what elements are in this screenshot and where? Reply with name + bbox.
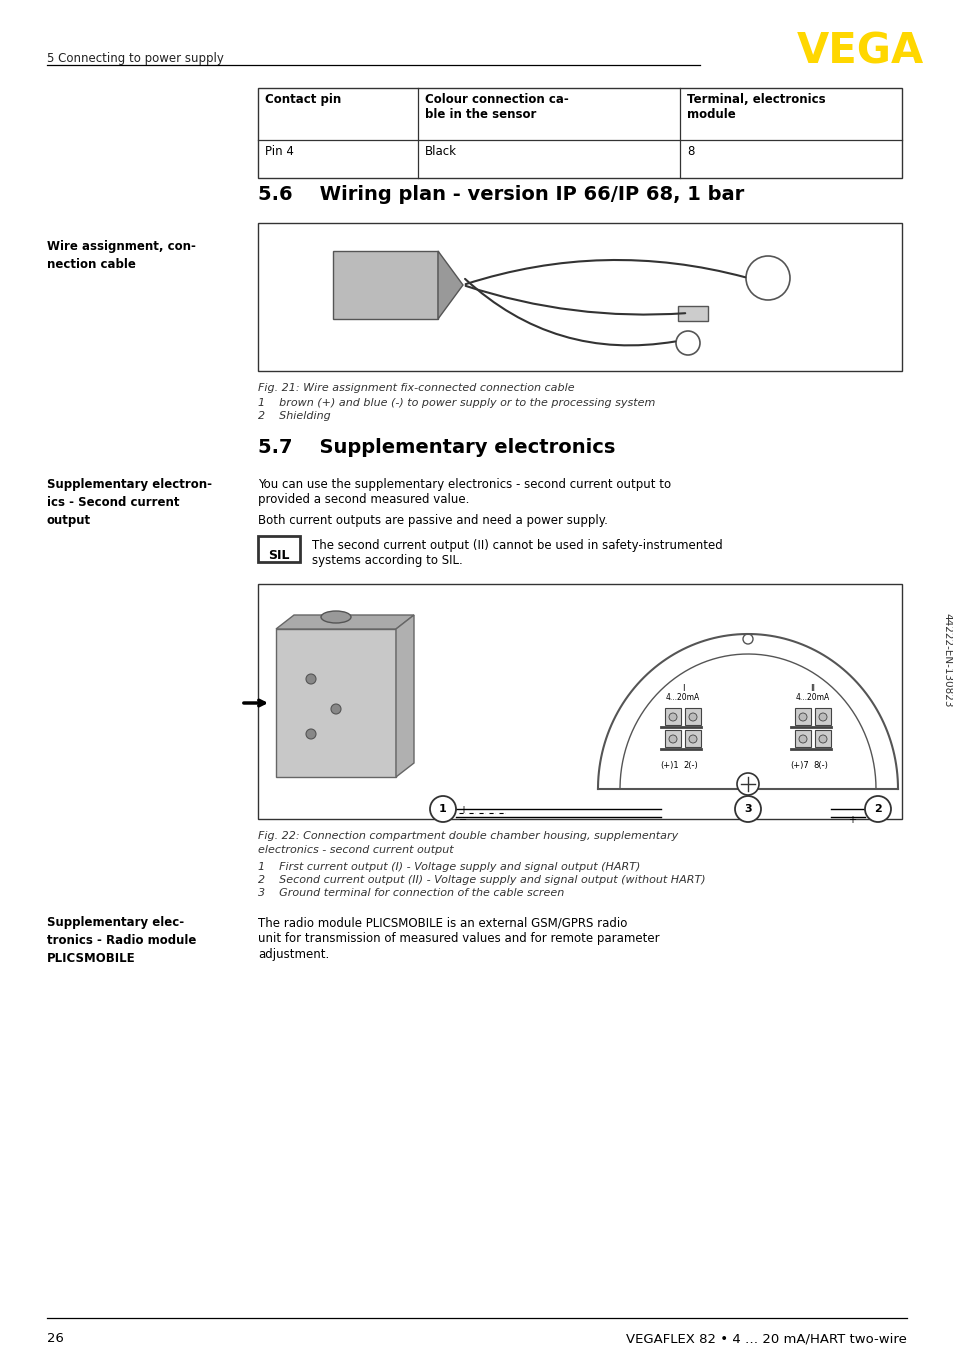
Text: II: II [810, 684, 815, 693]
Bar [275, 630, 395, 777]
Text: Colour connection ca-
ble in the sensor: Colour connection ca- ble in the sensor [424, 93, 568, 121]
Circle shape [737, 773, 759, 795]
Text: Wire assignment, con-
nection cable: Wire assignment, con- nection cable [47, 240, 195, 271]
Bar [814, 730, 830, 747]
Text: +: + [847, 815, 855, 825]
Text: systems according to SIL.: systems according to SIL. [312, 554, 462, 567]
Polygon shape [275, 615, 414, 630]
Circle shape [734, 796, 760, 822]
Circle shape [668, 714, 677, 720]
Text: unit for transmission of measured values and for remote parameter: unit for transmission of measured values… [257, 932, 659, 945]
Text: 1    brown (+) and blue (-) to power supply or to the processing system: 1 brown (+) and blue (-) to power supply… [257, 398, 655, 408]
Text: 2: 2 [873, 804, 881, 814]
Text: Black: Black [424, 145, 456, 158]
Bar [664, 708, 680, 724]
Text: +: + [458, 806, 467, 815]
Text: Contact pin: Contact pin [265, 93, 341, 106]
Text: 5.7    Supplementary electronics: 5.7 Supplementary electronics [257, 437, 615, 458]
Polygon shape [395, 615, 414, 777]
Ellipse shape [320, 611, 351, 623]
Text: 1: 1 [438, 804, 446, 814]
Bar [794, 708, 810, 724]
Text: adjustment.: adjustment. [257, 948, 329, 961]
Text: 3    Ground terminal for connection of the cable screen: 3 Ground terminal for connection of the … [257, 888, 563, 898]
Text: 5 Connecting to power supply: 5 Connecting to power supply [47, 51, 224, 65]
Text: 1    First current output (I) - Voltage supply and signal output (HART): 1 First current output (I) - Voltage sup… [257, 862, 639, 872]
Text: 5.6    Wiring plan - version IP 66/IP 68, 1 bar: 5.6 Wiring plan - version IP 66/IP 68, 1… [257, 185, 743, 204]
Circle shape [668, 735, 677, 743]
Circle shape [818, 714, 826, 720]
Text: Fig. 21: Wire assignment fix-connected connection cable: Fig. 21: Wire assignment fix-connected c… [257, 383, 574, 393]
Bar [814, 708, 830, 724]
Circle shape [676, 330, 700, 355]
Circle shape [306, 728, 315, 739]
Circle shape [799, 714, 806, 720]
Circle shape [742, 634, 752, 645]
Bar [333, 250, 437, 320]
Bar [684, 730, 700, 747]
Circle shape [688, 714, 697, 720]
Circle shape [864, 796, 890, 822]
Text: Fig. 22: Connection compartment double chamber housing, supplementary: Fig. 22: Connection compartment double c… [257, 831, 678, 841]
Text: electronics - second current output: electronics - second current output [257, 845, 453, 854]
Text: VEGA: VEGA [796, 30, 923, 72]
Bar [257, 536, 299, 562]
Text: 3: 3 [743, 804, 751, 814]
Text: 4...20mA: 4...20mA [665, 693, 700, 701]
Text: Supplementary elec-
tronics - Radio module
PLICSMOBILE: Supplementary elec- tronics - Radio modu… [47, 917, 196, 965]
Text: 2    Shielding: 2 Shielding [257, 412, 331, 421]
Bar [257, 584, 901, 819]
Text: Terminal, electronics
module: Terminal, electronics module [686, 93, 824, 121]
Bar [257, 88, 901, 177]
Circle shape [430, 796, 456, 822]
Circle shape [331, 704, 340, 714]
Circle shape [818, 735, 826, 743]
Circle shape [688, 735, 697, 743]
Polygon shape [437, 250, 462, 320]
Bar [794, 730, 810, 747]
Text: −: − [847, 806, 855, 815]
Circle shape [799, 735, 806, 743]
Text: VEGAFLEX 82 • 4 … 20 mA/HART two-wire: VEGAFLEX 82 • 4 … 20 mA/HART two-wire [625, 1332, 906, 1345]
Text: −: − [458, 815, 467, 825]
Text: You can use the supplementary electronics - second current output to: You can use the supplementary electronic… [257, 478, 670, 492]
Text: SIL: SIL [268, 548, 290, 562]
Bar [257, 223, 901, 371]
Text: 8(-): 8(-) [813, 761, 827, 770]
Text: (+)1: (+)1 [660, 761, 679, 770]
Text: 4...20mA: 4...20mA [795, 693, 829, 701]
Text: 2(-): 2(-) [683, 761, 698, 770]
Text: Supplementary electron-
ics - Second current
output: Supplementary electron- ics - Second cur… [47, 478, 212, 527]
Bar [664, 730, 680, 747]
Circle shape [306, 674, 315, 684]
Text: 2    Second current output (II) - Voltage supply and signal output (without HART: 2 Second current output (II) - Voltage s… [257, 875, 705, 886]
Text: 8: 8 [686, 145, 694, 158]
Text: The radio module PLICSMOBILE is an external GSM/GPRS radio: The radio module PLICSMOBILE is an exter… [257, 917, 627, 929]
Text: provided a second measured value.: provided a second measured value. [257, 493, 469, 506]
Circle shape [745, 256, 789, 301]
Bar [684, 708, 700, 724]
Text: Both current outputs are passive and need a power supply.: Both current outputs are passive and nee… [257, 515, 607, 527]
Text: (+)7: (+)7 [790, 761, 808, 770]
Text: The second current output (II) cannot be used in safety-instrumented: The second current output (II) cannot be… [312, 539, 722, 552]
Text: Pin 4: Pin 4 [265, 145, 294, 158]
Bar [678, 306, 707, 321]
Text: 26: 26 [47, 1332, 64, 1345]
Text: I: I [681, 684, 683, 693]
Text: 44222-EN-130823: 44222-EN-130823 [941, 613, 951, 707]
